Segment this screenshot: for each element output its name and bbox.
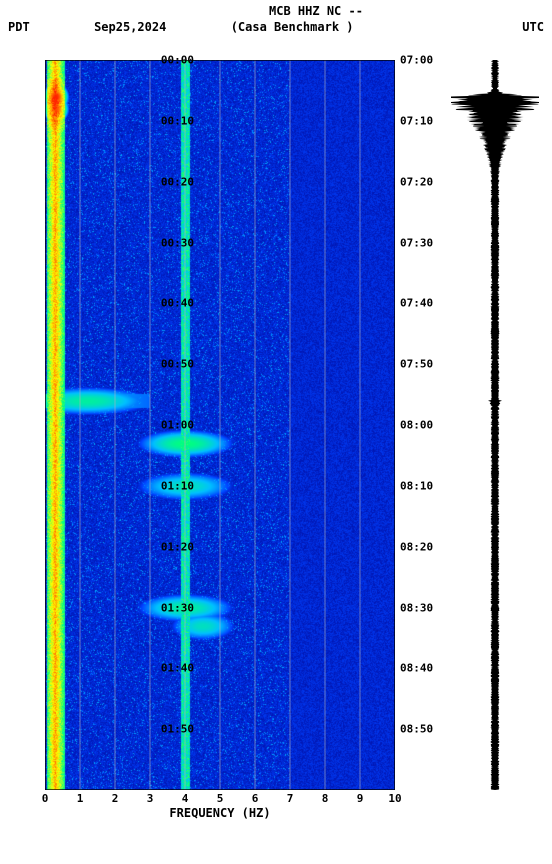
right-timezone: UTC xyxy=(522,20,544,34)
left-time-tick: 01:40 xyxy=(161,662,194,675)
spectrogram-grid xyxy=(45,60,395,790)
right-time-tick: 07:10 xyxy=(400,114,433,127)
right-time-tick: 07:20 xyxy=(400,175,433,188)
freq-tick: 3 xyxy=(147,792,154,805)
waveform-trace xyxy=(450,60,540,790)
left-time-tick: 00:30 xyxy=(161,236,194,249)
left-timezone: PDT xyxy=(8,20,30,34)
freq-tick: 7 xyxy=(287,792,294,805)
freq-tick: 8 xyxy=(322,792,329,805)
freq-tick: 10 xyxy=(388,792,401,805)
right-time-tick: 08:00 xyxy=(400,419,433,432)
right-time-tick: 07:50 xyxy=(400,358,433,371)
waveform-plot xyxy=(450,60,540,790)
left-time-tick: 01:20 xyxy=(161,540,194,553)
right-time-tick: 07:30 xyxy=(400,236,433,249)
freq-tick: 4 xyxy=(182,792,189,805)
location-name: (Casa Benchmark ) xyxy=(231,20,354,34)
right-time-tick: 07:40 xyxy=(400,297,433,310)
left-time-tick: 01:30 xyxy=(161,601,194,614)
freq-tick: 6 xyxy=(252,792,259,805)
right-time-tick: 08:20 xyxy=(400,540,433,553)
date: Sep25,2024 xyxy=(94,20,166,34)
freq-tick: 5 xyxy=(217,792,224,805)
freq-tick: 9 xyxy=(357,792,364,805)
left-time-tick: 00:10 xyxy=(161,114,194,127)
freq-tick: 1 xyxy=(77,792,84,805)
x-axis-label: FREQUENCY (HZ) xyxy=(45,806,395,820)
left-time-tick: 00:40 xyxy=(161,297,194,310)
freq-tick: 0 xyxy=(42,792,49,805)
freq-tick: 2 xyxy=(112,792,119,805)
left-time-tick: 00:00 xyxy=(161,54,194,67)
right-time-tick: 08:10 xyxy=(400,479,433,492)
left-time-tick: 01:50 xyxy=(161,723,194,736)
left-time-tick: 00:20 xyxy=(161,175,194,188)
left-time-tick: 00:50 xyxy=(161,358,194,371)
right-time-tick: 08:30 xyxy=(400,601,433,614)
right-time-tick: 08:50 xyxy=(400,723,433,736)
right-time-tick: 07:00 xyxy=(400,54,433,67)
left-time-tick: 01:10 xyxy=(161,479,194,492)
station-code: MCB HHZ NC -- xyxy=(80,4,552,20)
left-time-tick: 01:00 xyxy=(161,419,194,432)
spectrogram-plot xyxy=(45,60,395,790)
right-time-tick: 08:40 xyxy=(400,662,433,675)
